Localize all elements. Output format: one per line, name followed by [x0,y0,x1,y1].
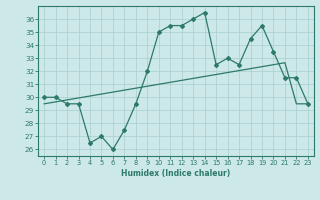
X-axis label: Humidex (Indice chaleur): Humidex (Indice chaleur) [121,169,231,178]
